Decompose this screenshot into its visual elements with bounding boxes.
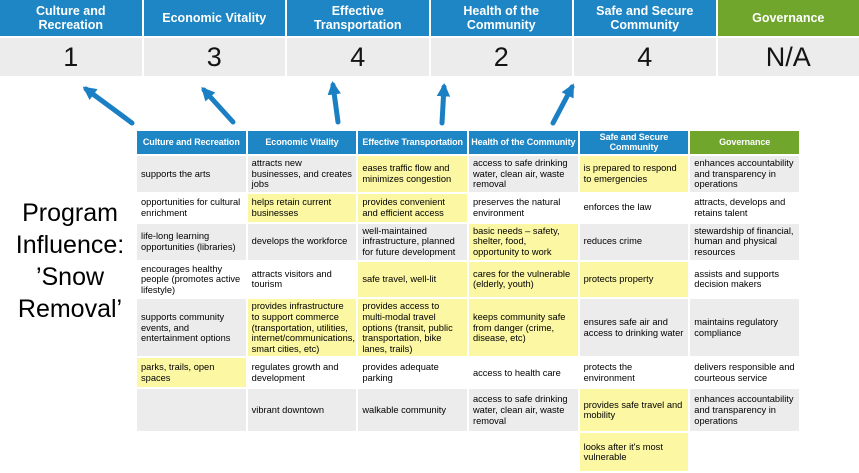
matrix-header-effective-transportation: Effective Transportation [358, 131, 467, 154]
matrix-cell [358, 433, 467, 471]
matrix-cell: provides adequate parking [358, 358, 467, 387]
matrix-cell: regulates growth and development [248, 358, 357, 387]
matrix-cell-highlighted: parks, trails, open spaces [137, 358, 246, 387]
matrix-cell-highlighted: safe travel, well-lit [358, 262, 467, 298]
influence-arrow-1 [86, 89, 132, 123]
matrix-header-governance: Governance [690, 131, 799, 154]
scoreboard-header-culture-and-recreation: Culture and Recreation [0, 0, 142, 36]
matrix-cell: enforces the law [580, 194, 689, 222]
influence-arrow-2 [204, 90, 233, 122]
matrix-cell-highlighted: cares for the vulnerable (elderly, youth… [469, 262, 578, 298]
matrix-cell [690, 433, 799, 471]
score-value-governance: N/A [718, 38, 859, 76]
matrix-cell: vibrant downtown [248, 389, 357, 431]
scoreboard-header-effective-transportation: Effective Transportation [287, 0, 429, 36]
matrix-cell: ensures safe air and access to drinking … [580, 299, 689, 356]
matrix-cell: encourages healthy people (promotes acti… [137, 262, 246, 298]
matrix-cell: attracts new businesses, and creates job… [248, 156, 357, 192]
matrix-cell-highlighted: looks after it's most vulnerable [580, 433, 689, 471]
matrix-header-health-of-the-community: Health of the Community [469, 131, 578, 154]
matrix-cell: assists and supports decision makers [690, 262, 799, 298]
matrix-cell: develops the workforce [248, 224, 357, 260]
matrix-cell: access to health care [469, 358, 578, 387]
score-value-effective-transportation: 4 [287, 38, 429, 76]
matrix-cell-highlighted: is prepared to respond to emergencies [580, 156, 689, 192]
matrix-row-3: life-long learning opportunities (librar… [137, 224, 799, 260]
matrix-cell: enhances accountability and transparency… [690, 389, 799, 431]
matrix-cell-highlighted: provides infrastructure to support comme… [248, 299, 357, 356]
matrix-cell-highlighted: keeps community safe from danger (crime,… [469, 299, 578, 356]
matrix-cell: maintains regulatory compliance [690, 299, 799, 356]
program-title: Program Influence: ’Snow Removal’ [0, 197, 140, 325]
matrix-cell: supports the arts [137, 156, 246, 192]
matrix-cell: access to safe drinking water, clean air… [469, 156, 578, 192]
matrix-cell: delivers responsible and courteous servi… [690, 358, 799, 387]
matrix-cell-highlighted: provides convenient and efficient access [358, 194, 467, 222]
scoreboard-header-health-of-the-community: Health of the Community [431, 0, 573, 36]
score-value-economic-vitality: 3 [144, 38, 286, 76]
scoreboard-header-economic-vitality: Economic Vitality [144, 0, 286, 36]
matrix-cell: life-long learning opportunities (librar… [137, 224, 246, 260]
matrix-cell-highlighted: basic needs – safety, shelter, food, opp… [469, 224, 578, 260]
matrix-cell: attracts, develops and retains talent [690, 194, 799, 222]
matrix-cell: protects the environment [580, 358, 689, 387]
matrix-row-4: encourages healthy people (promotes acti… [137, 262, 799, 298]
matrix-header-economic-vitality: Economic Vitality [248, 131, 357, 154]
matrix-cell: stewardship of financial, human and phys… [690, 224, 799, 260]
matrix-cell-highlighted: provides safe travel and mobility [580, 389, 689, 431]
matrix-cell: attracts visitors and tourism [248, 262, 357, 298]
matrix-cell-highlighted: eases traffic flow and minimizes congest… [358, 156, 467, 192]
matrix-cell-highlighted: protects property [580, 262, 689, 298]
influence-arrow-4 [442, 87, 444, 123]
score-value-safe-and-secure-community: 4 [574, 38, 716, 76]
matrix-cell: well-maintained infrastructure, planned … [358, 224, 467, 260]
matrix-cell: opportunities for cultural enrichment [137, 194, 246, 222]
matrix-row-5: supports community events, and entertain… [137, 299, 799, 356]
score-value-health-of-the-community: 2 [431, 38, 573, 76]
matrix-cell: preserves the natural environment [469, 194, 578, 222]
matrix-cell: access to safe drinking water, clean air… [469, 389, 578, 431]
matrix-cell [137, 389, 246, 431]
matrix-cell [248, 433, 357, 471]
score-value-culture-and-recreation: 1 [0, 38, 142, 76]
matrix-row-8: looks after it's most vulnerable [137, 433, 799, 471]
matrix-cell-highlighted: helps retain current businesses [248, 194, 357, 222]
matrix-cell-highlighted: provides access to multi-modal travel op… [358, 299, 467, 356]
matrix-cell: reduces crime [580, 224, 689, 260]
influence-arrow-5 [553, 87, 572, 123]
matrix-cell [137, 433, 246, 471]
matrix-cell: supports community events, and entertain… [137, 299, 246, 356]
matrix-cell: enhances accountability and transparency… [690, 156, 799, 192]
matrix-header-culture-and-recreation: Culture and Recreation [137, 131, 246, 154]
scoreboard-header-safe-and-secure-community: Safe and Secure Community [574, 0, 716, 36]
influence-arrow-3 [333, 85, 338, 122]
scoreboard-header-governance: Governance [718, 0, 859, 36]
matrix-header-safe-and-secure-community: Safe and Secure Community [580, 131, 689, 154]
matrix-cell: walkable community [358, 389, 467, 431]
matrix-cell [469, 433, 578, 471]
